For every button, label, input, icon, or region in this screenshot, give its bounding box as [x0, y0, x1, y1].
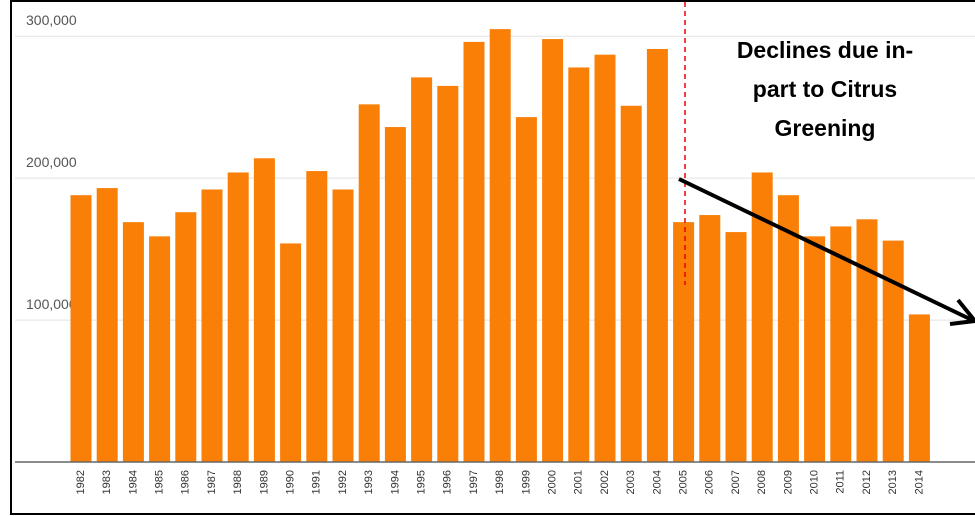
bar	[620, 105, 642, 462]
bar	[280, 243, 302, 462]
x-tick-label: 2011	[835, 470, 847, 494]
x-tick-label: 2003	[625, 470, 637, 494]
x-tick-label: 1989	[258, 470, 270, 494]
bar	[646, 48, 668, 463]
bar	[463, 41, 485, 462]
annotation: Greening	[775, 115, 876, 141]
x-tick-label: 1982	[75, 470, 87, 494]
x-tick-label: 1998	[494, 470, 506, 494]
x-tick-label: 1984	[127, 470, 139, 494]
x-tick-label: 1993	[363, 470, 375, 494]
bar	[830, 226, 852, 462]
x-tick-label: 2010	[809, 470, 821, 494]
bar	[908, 314, 930, 462]
y-tick-label: 200,000	[26, 154, 77, 170]
x-tick-label: 1996	[442, 470, 454, 494]
bar	[149, 236, 171, 462]
y-tick-label: 300,000	[26, 12, 77, 28]
x-tick-label: 2004	[651, 470, 663, 494]
bar	[175, 212, 197, 462]
bar	[332, 189, 354, 462]
bar	[856, 219, 878, 462]
bar	[227, 172, 249, 462]
x-tick-label: 1985	[154, 470, 166, 494]
bar	[384, 127, 406, 462]
bar	[725, 232, 747, 462]
x-tick-label: 1999	[520, 470, 532, 494]
frame	[10, 0, 975, 515]
bar	[437, 85, 459, 462]
x-tick-label: 2009	[782, 470, 794, 494]
bar	[70, 195, 92, 463]
bar	[358, 104, 380, 462]
trend-arrow	[678, 177, 973, 322]
bar	[699, 215, 721, 462]
bar	[594, 54, 616, 462]
x-tick-label: 2014	[913, 470, 925, 494]
bar	[542, 39, 564, 463]
bar	[751, 172, 773, 462]
arrow-head	[949, 298, 975, 326]
bar	[777, 195, 799, 463]
x-tick-label: 1983	[101, 470, 113, 494]
x-tick-label: 1990	[285, 470, 297, 494]
bar	[122, 222, 144, 462]
x-tick-label: 2008	[756, 470, 768, 494]
bar	[201, 189, 223, 462]
x-tick-label: 1988	[232, 470, 244, 494]
y-tick-label: 100,000	[26, 296, 77, 312]
x-tick-label: 1997	[468, 470, 480, 494]
bar	[489, 29, 511, 463]
bar	[804, 236, 826, 462]
x-tick-label: 2006	[704, 470, 716, 494]
x-tick-label: 1991	[311, 470, 323, 494]
x-tick-label: 2005	[678, 470, 690, 494]
bar	[673, 222, 695, 462]
x-tick-label: 2002	[599, 470, 611, 494]
x-tick-label: 1994	[389, 470, 401, 494]
x-tick-label: 1987	[206, 470, 218, 494]
x-tick-label: 1986	[180, 470, 192, 494]
x-tick-label: 2012	[861, 470, 873, 494]
bar	[96, 188, 118, 462]
x-tick-label: 2000	[547, 470, 559, 494]
bar	[306, 171, 328, 462]
bar	[253, 158, 275, 462]
annotation: Declines due in-	[737, 37, 913, 63]
bar	[515, 117, 537, 462]
annotation: part to Citrus	[753, 76, 897, 102]
bar	[568, 67, 590, 462]
x-tick-label: 1995	[416, 470, 428, 494]
bar	[882, 240, 904, 462]
x-tick-label: 2007	[730, 470, 742, 494]
x-tick-label: 1992	[337, 470, 349, 494]
bar	[411, 77, 433, 462]
x-tick-label: 2001	[573, 470, 585, 494]
x-tick-label: 2013	[887, 470, 899, 494]
